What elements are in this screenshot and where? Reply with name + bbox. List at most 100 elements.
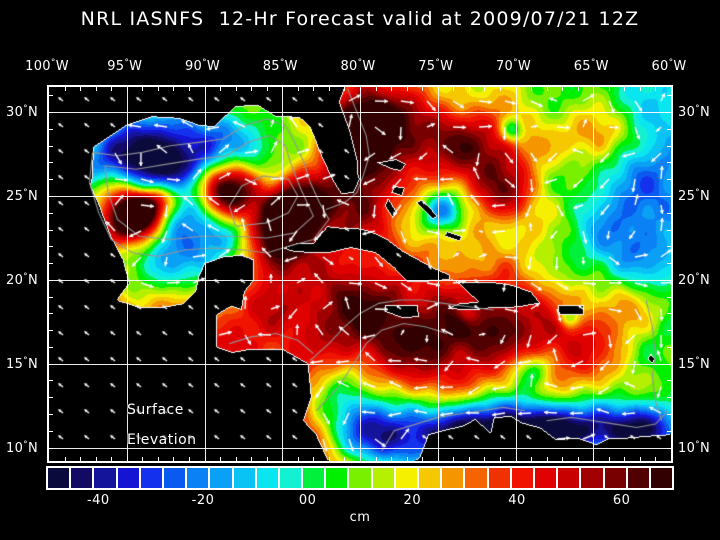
axis-tick: [578, 457, 579, 461]
axis-tick: [667, 129, 671, 130]
axis-tick: [96, 457, 97, 461]
axis-tick: [49, 162, 53, 163]
colorbar-swatch: [70, 468, 94, 488]
axis-tick: [562, 87, 563, 91]
axis-tick: [547, 457, 548, 461]
gridline-meridian: [516, 87, 517, 461]
axis-tick: [127, 87, 128, 91]
gridline-meridian: [593, 87, 594, 461]
axis-tick: [49, 397, 53, 398]
map-plot-area[interactable]: Surface Elevation: [47, 85, 673, 463]
axis-tick: [220, 87, 221, 91]
lon-tick-label: 85°W: [262, 58, 298, 74]
lat-tick-label: 25°N: [6, 188, 38, 204]
colorbar-swatch: [626, 468, 650, 488]
axis-tick: [609, 87, 610, 91]
axis-tick: [49, 95, 53, 96]
colorbar-swatches: [46, 466, 674, 490]
colorbar-tick-label: 00: [298, 493, 317, 508]
axis-tick: [667, 313, 671, 314]
axis-tick: [142, 457, 143, 461]
axis-tick: [111, 457, 112, 461]
lon-tick-label: 75°W: [418, 58, 454, 74]
colorbar-swatch: [302, 468, 326, 488]
lat-tick-label: 30°N: [6, 104, 38, 121]
colorbar-swatch: [510, 468, 534, 488]
axis-tick: [189, 457, 190, 461]
axis-tick: [49, 364, 53, 365]
axis-tick: [251, 457, 252, 461]
lon-tick-label: 65°W: [573, 58, 609, 74]
axis-tick: [438, 87, 439, 91]
lat-tick-label: 30°N: [678, 104, 710, 121]
gridline-meridian: [282, 87, 283, 461]
axis-tick: [667, 330, 671, 331]
axis-tick: [142, 87, 143, 91]
lon-tick-label: 60°W: [651, 58, 687, 74]
axis-tick: [667, 246, 671, 247]
axis-tick: [49, 196, 53, 197]
axis-tick: [65, 457, 66, 461]
axis-tick: [609, 457, 610, 461]
lon-tick-label: 95°W: [107, 58, 143, 74]
colorbar-swatch: [441, 468, 465, 488]
axis-tick: [453, 457, 454, 461]
axis-tick: [236, 457, 237, 461]
lat-tick-label: 10°N: [6, 439, 38, 456]
axis-tick: [624, 87, 625, 91]
colorbar: [46, 466, 674, 490]
axis-tick: [667, 448, 671, 449]
axis-tick: [531, 457, 532, 461]
axis-tick: [391, 87, 392, 91]
lat-tick-label: 10°N: [678, 439, 710, 456]
axis-tick: [376, 457, 377, 461]
axis-tick: [49, 347, 53, 348]
axis-tick: [469, 87, 470, 91]
colorbar-tick-label: -40: [86, 493, 110, 508]
axis-tick: [376, 87, 377, 91]
axis-tick: [282, 457, 283, 461]
colorbar-swatch: [557, 468, 581, 488]
axis-tick: [127, 457, 128, 461]
axis-tick: [282, 87, 283, 91]
axis-tick: [667, 95, 671, 96]
axis-tick: [655, 457, 656, 461]
axis-tick: [593, 87, 594, 91]
colorbar-swatch: [580, 468, 604, 488]
axis-tick: [422, 87, 423, 91]
axis-tick: [593, 457, 594, 461]
axis-tick: [360, 87, 361, 91]
colorbar-swatch: [232, 468, 256, 488]
axis-tick: [667, 414, 671, 415]
colorbar-swatch: [348, 468, 372, 488]
colorbar-swatch: [394, 468, 418, 488]
gridline-parallel: [49, 364, 671, 365]
axis-tick: [220, 457, 221, 461]
axis-tick: [298, 87, 299, 91]
gridline-parallel: [49, 196, 671, 197]
page-title: NRL IASNFS 12-Hr Forecast valid at 2009/…: [80, 8, 640, 30]
axis-tick: [624, 457, 625, 461]
axis-tick: [205, 457, 206, 461]
lat-tick-label: 15°N: [6, 355, 38, 372]
gridline-parallel: [49, 448, 671, 449]
axis-tick: [407, 457, 408, 461]
axis-tick: [49, 179, 53, 180]
colorbar-swatch: [93, 468, 117, 488]
axis-tick: [49, 414, 53, 415]
axis-tick: [49, 330, 53, 331]
axis-tick: [667, 146, 671, 147]
gridline-parallel: [49, 112, 671, 113]
colorbar-swatch: [533, 468, 558, 488]
axis-tick: [49, 431, 53, 432]
colorbar-swatch: [139, 468, 163, 488]
colorbar-swatch: [487, 468, 511, 488]
axis-tick: [313, 457, 314, 461]
colorbar-swatch: [48, 468, 71, 488]
axis-tick: [640, 457, 641, 461]
colorbar-tick-label: -20: [191, 493, 215, 508]
axis-tick: [49, 112, 53, 113]
axis-tick: [49, 380, 53, 381]
axis-tick: [49, 246, 53, 247]
axis-tick: [667, 297, 671, 298]
